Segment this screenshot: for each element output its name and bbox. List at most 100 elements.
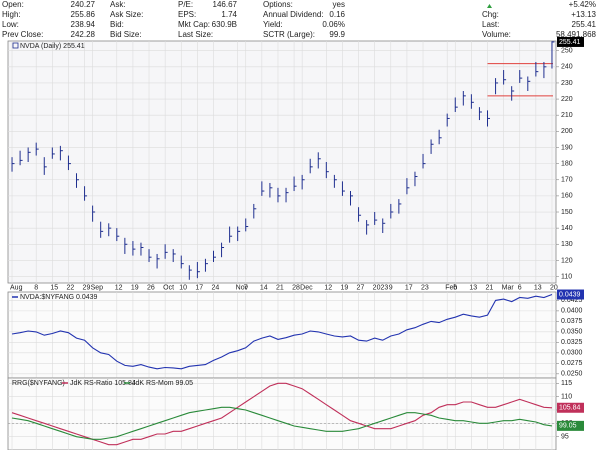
field-value: +13.13 (571, 10, 596, 19)
value-box (557, 420, 584, 431)
x-tick-label: 24 (212, 284, 220, 291)
field-label: Last: (482, 20, 499, 29)
x-tick-label: 6 (453, 284, 457, 291)
x-tick-label: Mar (502, 284, 515, 291)
x-tick-label: 14 (260, 284, 268, 291)
field-label: Prev Close: (2, 30, 43, 39)
series-line (11, 382, 553, 446)
field-value: 99.9 (329, 30, 345, 39)
field-value: 255.41 (572, 20, 597, 29)
x-tick-label: 12 (324, 284, 332, 291)
y-tick-label: 110 (561, 394, 572, 401)
y-tick-label: 0.0275 (561, 360, 583, 367)
x-tick-label: 27 (357, 284, 365, 291)
field-label: P/E: (178, 0, 193, 9)
y-tick-label: 150 (561, 209, 573, 216)
y-tick-label: 115 (561, 380, 572, 387)
field-value: 1.74 (221, 10, 237, 19)
y-tick-label: 0.0425 (561, 297, 583, 304)
y-tick-label: 240 (561, 64, 573, 71)
x-tick-label: Feb (445, 284, 457, 291)
value-box-label: 99.05 (559, 423, 577, 430)
field-label: Last Size: (178, 30, 213, 39)
price-box-label: 255.41 (559, 39, 581, 46)
legend-icon (12, 42, 19, 49)
x-tick-label: 8 (34, 284, 38, 291)
x-tick-label: Nov (236, 284, 249, 291)
field-value: 58,491,868 (556, 30, 597, 39)
y-tick-label: 120 (561, 257, 573, 264)
value-box-label: 105.84 (559, 405, 581, 412)
field-label: Yield: (263, 20, 283, 29)
x-tick-label: 19 (131, 284, 139, 291)
y-tick-label: 200 (561, 128, 573, 135)
y-tick-label: 130 (561, 241, 573, 248)
x-tick-label: Sep (91, 284, 104, 291)
y-tick-label: 0.0300 (561, 350, 583, 357)
x-tick-label: 28 (292, 284, 300, 291)
price-box (557, 36, 584, 47)
series-line (11, 293, 553, 370)
y-tick-label: 250 (561, 48, 573, 55)
field-label: Bid: (110, 20, 124, 29)
x-tick-label: 21 (276, 284, 284, 291)
field-label: Mkt Cap: (178, 20, 210, 29)
panel-background (7, 291, 557, 379)
series-line (11, 406, 553, 440)
field-value: 255.86 (71, 10, 96, 19)
field-label: Bid Size: (110, 30, 142, 39)
panel-background (7, 40, 557, 284)
x-tick-label: 22 (66, 284, 74, 291)
field-label: Ask Size: (110, 10, 143, 19)
field-label: High: (2, 10, 21, 19)
x-tick-label: 9 (389, 284, 393, 291)
x-tick-label: 10 (179, 284, 187, 291)
y-tick-label: 220 (561, 96, 573, 103)
field-label: Low: (2, 20, 19, 29)
x-tick-label: 19 (340, 284, 348, 291)
legend-label: JdK RS-Ratio 105.84 (70, 380, 136, 387)
y-tick-label: 0.0400 (561, 308, 583, 315)
field-value: 146.67 (213, 0, 238, 9)
field-label: EPS: (178, 10, 196, 19)
x-tick-label: 6 (518, 284, 522, 291)
legend-label: JdK RS-Mom 99.05 (132, 380, 193, 387)
x-tick-label: 2023 (373, 284, 389, 291)
panel-background (7, 377, 557, 450)
x-tick-label: Dec (300, 284, 313, 291)
x-tick-label: Aug (10, 284, 23, 291)
field-value: 0.16 (329, 10, 345, 19)
panel-title: NVDA (Daily) 255.41 (20, 43, 85, 50)
y-tick-label: 140 (561, 225, 573, 232)
x-tick-label: 15 (50, 284, 58, 291)
field-label: SCTR (Large): (263, 30, 315, 39)
y-tick-label: 210 (561, 112, 573, 119)
field-label: Open: (2, 0, 24, 9)
field-value: 240.27 (71, 0, 96, 9)
x-tick-label: 20 (550, 284, 558, 291)
y-tick-label: 0.0325 (561, 339, 583, 346)
y-tick-label: 110 (561, 273, 572, 280)
y-tick-label: 0.0250 (561, 371, 583, 378)
value-box (557, 289, 584, 300)
x-tick-label: 23 (421, 284, 429, 291)
panel-title: RRG($NYFANG) (12, 380, 65, 387)
y-tick-label: 0.0350 (561, 329, 583, 336)
up-arrow (487, 4, 492, 8)
x-tick-label: 12 (115, 284, 123, 291)
x-tick-label: 7 (244, 284, 248, 291)
legend-label: NVDA:$NYFANG 0.0439 (20, 294, 98, 301)
y-tick-label: 180 (561, 160, 573, 167)
field-value: 242.28 (71, 30, 96, 39)
x-tick-label: 17 (195, 284, 203, 291)
y-tick-label: 0.0375 (561, 318, 583, 325)
x-tick-label: 13 (469, 284, 477, 291)
x-tick-label: 17 (405, 284, 413, 291)
field-label: Ask: (110, 0, 126, 9)
field-label: Options: (263, 0, 293, 9)
value-box-label: 0.0439 (559, 291, 581, 298)
x-tick-label: 13 (534, 284, 542, 291)
field-value: 630.9B (212, 20, 237, 29)
field-value: 238.94 (71, 20, 96, 29)
